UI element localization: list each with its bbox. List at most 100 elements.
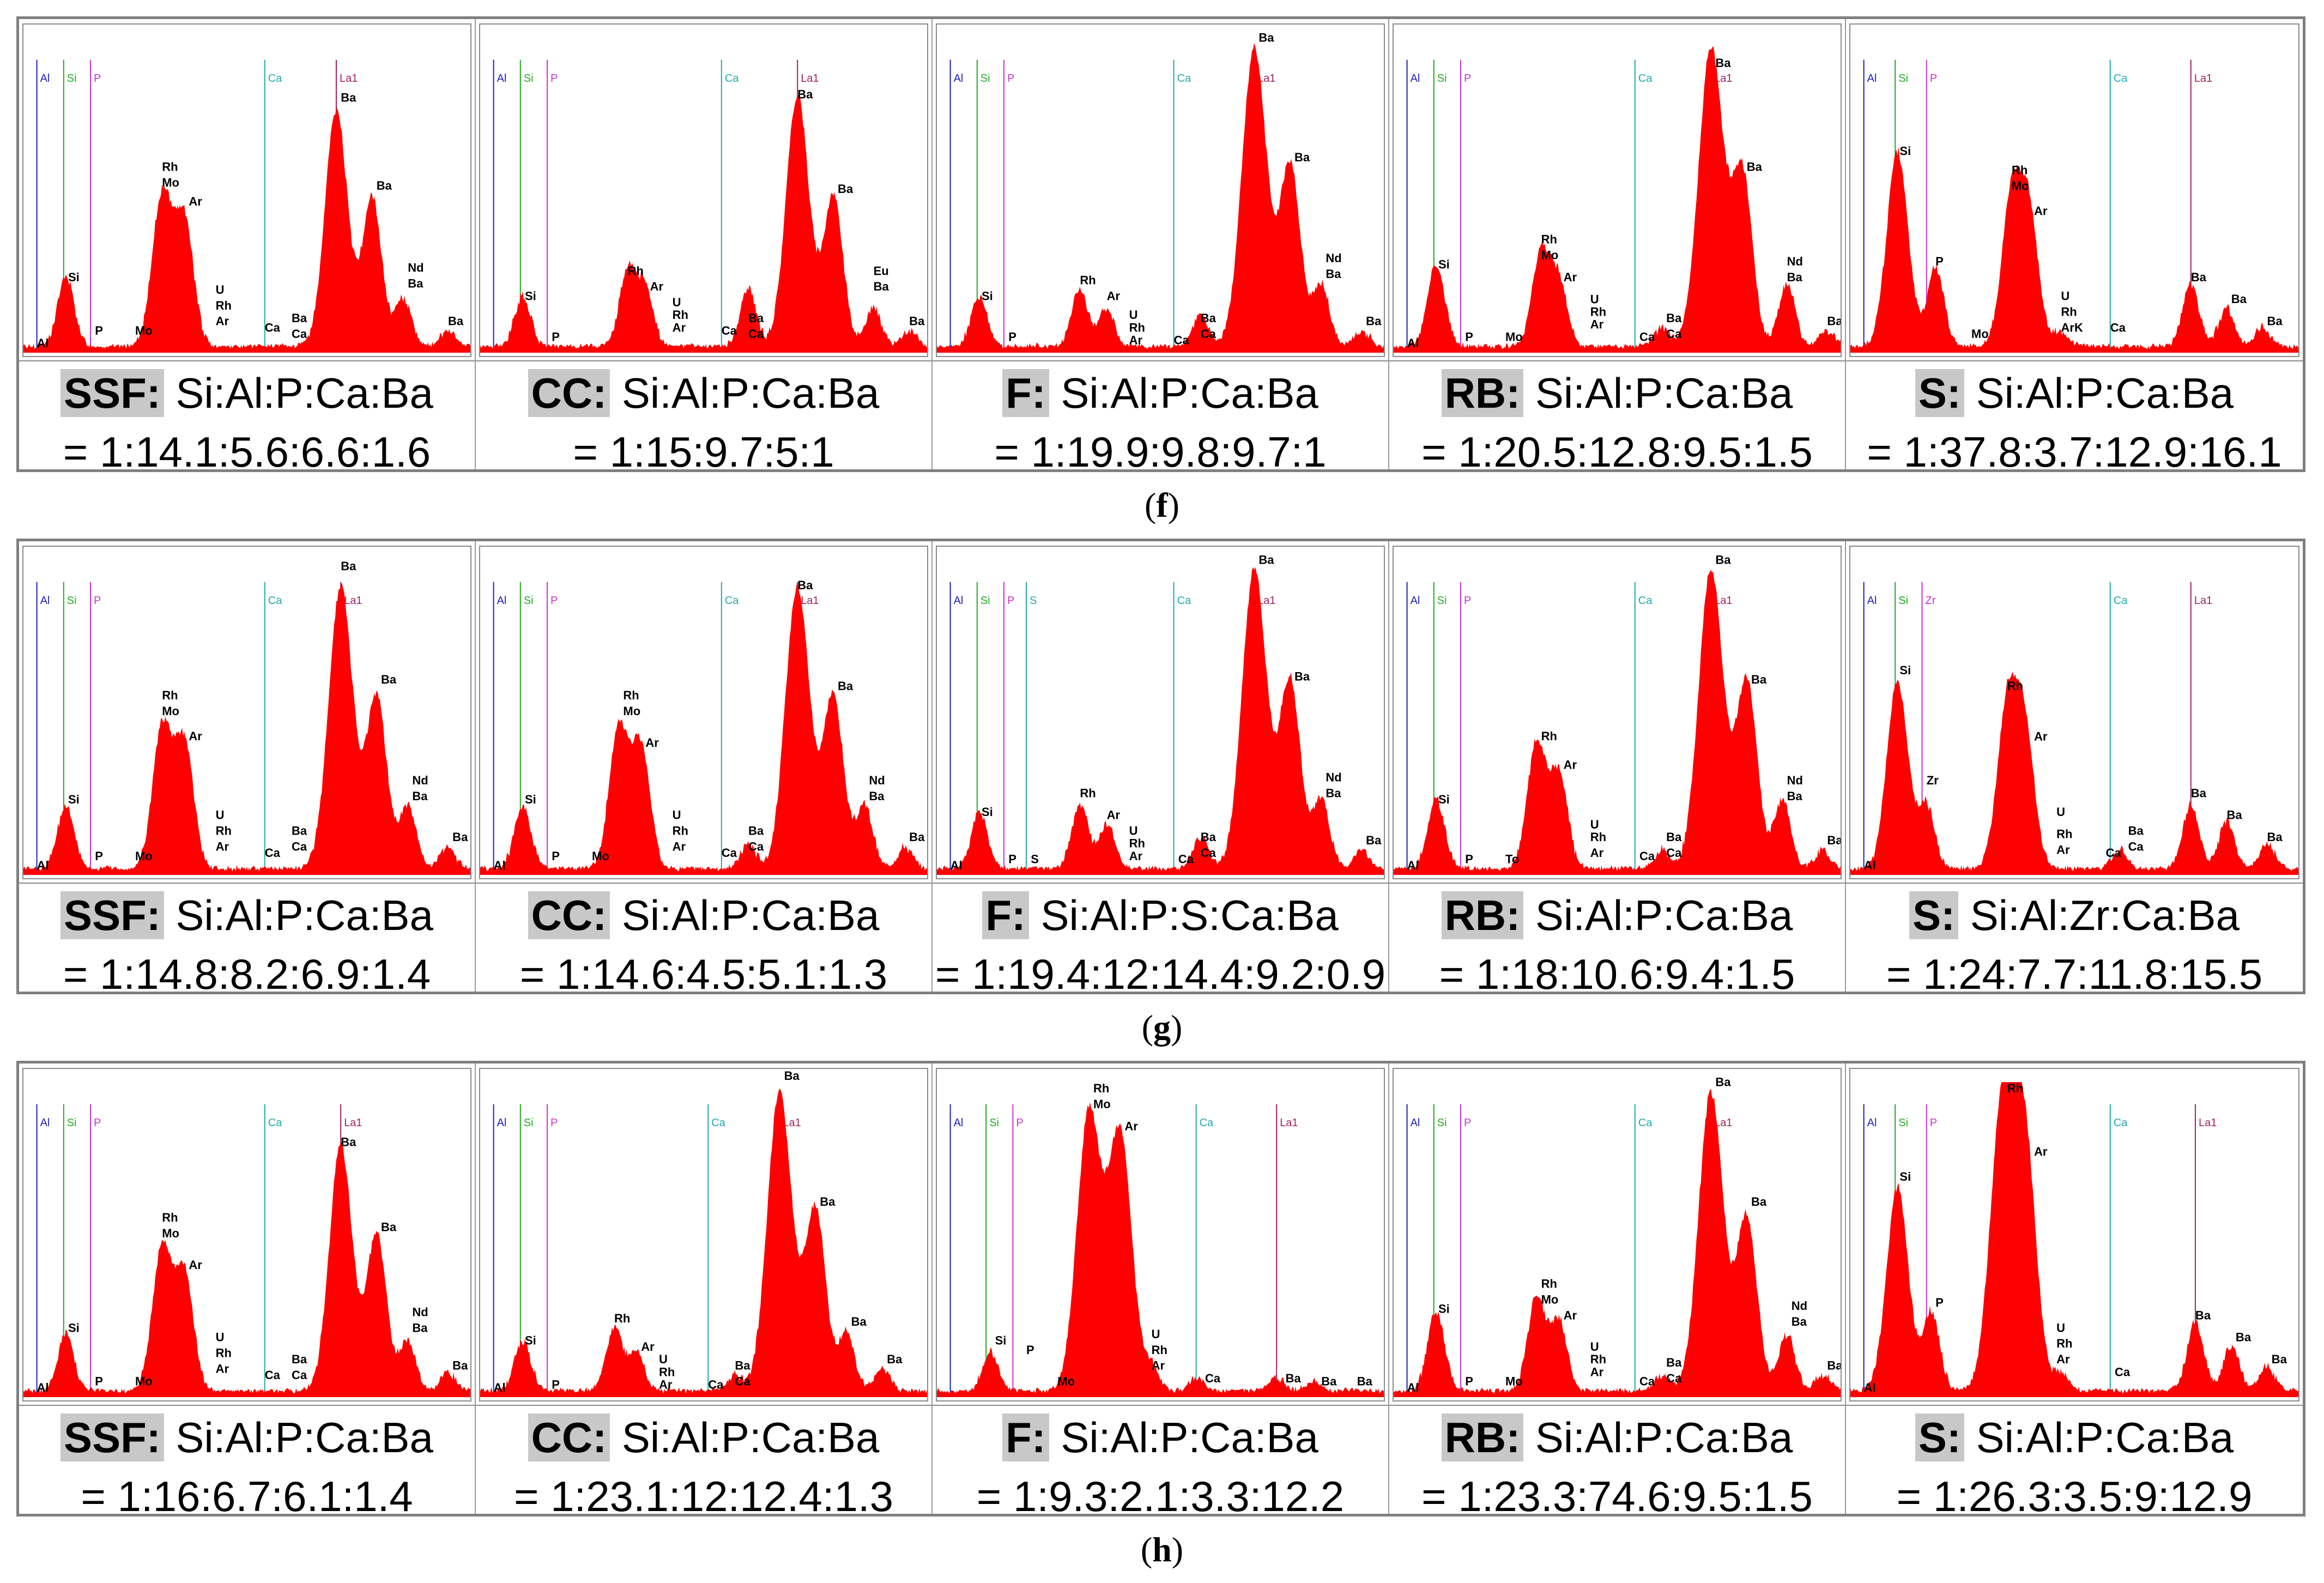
marker-label-la1: La1	[1280, 1117, 1298, 1129]
ratio: = 1:18:10.6:9.4:1.5	[1439, 950, 1795, 998]
peak-label: Nd	[1787, 255, 1803, 268]
peak-label: Ba	[1715, 1076, 1731, 1089]
marker-label-ca: Ca	[2114, 595, 2128, 607]
panel-g-3: Al Si P S Ca La1 Al Si P S Rh Ar U Rh Ar Ca Ba Ca Ba Ba Nd Ba…	[933, 541, 1389, 998]
peak-label: Ar	[2056, 1352, 2070, 1366]
sample-abbr: S:	[1909, 891, 1959, 939]
peak-label: Rh	[614, 1312, 630, 1325]
marker-label-al: Al	[497, 1117, 507, 1129]
spectrum-plot: Al Si P Ca La1 Si P Rh Ar U Rh Ar Ca Ba Ca Ba Ba Eu Ba Ba	[479, 23, 928, 357]
peak-label: P	[1935, 255, 1944, 268]
peak-label: Ca	[2115, 1365, 2131, 1379]
peak-label: Ba	[381, 673, 397, 686]
marker-label-si: Si	[1437, 72, 1447, 84]
peak-label: Ba	[797, 88, 813, 101]
ratio-caption: F: Si:Al:P:Ca:Ba = 1:19.9:9.8:9.7:1	[933, 368, 1388, 478]
peak-label: Ar	[1129, 849, 1143, 863]
marker-label-al: Al	[1411, 1117, 1420, 1129]
sample-abbr: F:	[982, 891, 1029, 939]
panel-g-1: Al Si P Ca La1 Al Si P Mo Rh Mo Ar U Rh Ar Ca Ba Ca Ba Ba Nd…	[19, 541, 476, 998]
peak-label: Ca	[1666, 327, 1682, 341]
marker-label-ca: Ca	[1638, 595, 1653, 607]
peak-label: Si	[1438, 793, 1450, 806]
peak-label: Ba	[2191, 270, 2207, 284]
peak-label: Ca	[1666, 1371, 1682, 1385]
peak-label: Ba	[838, 679, 854, 693]
peak-label: Nd	[1326, 251, 1341, 265]
marker-label-si: Si	[981, 72, 990, 84]
spectrum-area	[23, 108, 470, 353]
marker-label-la1: La1	[344, 1117, 362, 1129]
peak-label: Ba	[1747, 160, 1763, 174]
peak-label: Ba	[2226, 808, 2242, 822]
marker-label-al: Al	[1411, 595, 1420, 607]
peak-label: Ca	[1666, 846, 1682, 860]
sample-abbr: CC:	[528, 891, 610, 939]
peak-label: Ba	[838, 182, 854, 196]
marker-label-al: Al	[40, 595, 50, 607]
spectrum-plot: Al Si Zr Ca La1 Al Si Zr Rh Ar U Rh Ar Ca Ba Ca Ba Ba Ba	[1849, 546, 2299, 879]
peak-label: Al	[494, 859, 506, 872]
peak-label: Ba	[1827, 833, 1841, 847]
peak-label: Ar	[189, 1258, 202, 1272]
peak-label: Ar	[1564, 1308, 1577, 1322]
marker-label-p: P	[1464, 595, 1471, 607]
peak-label: Ar	[189, 729, 202, 743]
marker-label-ca: Ca	[725, 72, 739, 84]
spectrum-plot: Al Si P Ca La1 Al Si P Mo Rh Mo Ar U Rh Ar Ca Ba Ca Ba Ba Nd…	[1393, 23, 1842, 357]
peak-label: Rh	[1590, 830, 1606, 844]
peak-label: Ba	[1366, 315, 1382, 328]
peak-label: P	[1465, 330, 1473, 344]
peak-label: Ba	[1326, 786, 1341, 800]
ratio-caption: F: Si:Al:P:Ca:Ba = 1:9.3:2.1:3.3:12.2	[933, 1412, 1388, 1522]
ratio-caption: CC: Si:Al:P:Ca:Ba = 1:15:9.7:5:1	[476, 368, 931, 478]
panel-h-1: Al Si P Ca La1 Al Si P Mo Rh Mo Ar U Rh Ar Ca Ba Ca Ba Ba Nd…	[19, 1064, 476, 1520]
marker-label-p: P	[1930, 72, 1937, 84]
marker-label-la1: La1	[801, 595, 819, 607]
marker-label-p: P	[1930, 1117, 1937, 1129]
peak-label: U	[1129, 308, 1138, 322]
peak-label: P	[95, 1375, 103, 1388]
peak-label: Al	[37, 336, 49, 350]
peak-label: Ba	[748, 824, 764, 838]
peak-label: Ba	[2236, 1331, 2252, 1344]
peak-label: Ba	[341, 1135, 356, 1149]
marker-label-p: P	[1007, 72, 1014, 84]
peak-label: Rh	[1152, 1343, 1167, 1357]
peak-label: Si	[1899, 1170, 1911, 1183]
peak-label: U	[2061, 289, 2069, 303]
formula: Si:Al:P:Ca:Ba	[1535, 891, 1793, 939]
peak-label: Ca	[1205, 1371, 1221, 1385]
marker-label-si: Si	[524, 72, 534, 84]
spectrum-plot: Al Si P Ca La1 Al Si P Rh Ar U Rh Ar Ca Ba Ca Ba Ba Ba Ba	[479, 1068, 928, 1401]
spectrum-area	[480, 94, 927, 353]
marker-label-ca: Ca	[2114, 72, 2128, 84]
peak-label: Ba	[1787, 270, 1803, 284]
peak-label: Mo	[592, 849, 609, 863]
peak-label: Ba	[1666, 311, 1682, 325]
peak-label: Ba	[292, 824, 307, 838]
formula: Si:Al:Zr:Ca:Ba	[1970, 891, 2240, 939]
peak-label: Ar	[2034, 729, 2048, 743]
peak-label: Rh	[2007, 679, 2023, 693]
marker-label-p: P	[550, 1117, 558, 1129]
subfigure-label-h: (h)	[1140, 1530, 1184, 1569]
marker-label-si: Si	[67, 72, 77, 84]
ratio-caption: S: Si:Al:P:Ca:Ba = 1:37.8:3.7:12.9:16.1	[1846, 368, 2303, 478]
peak-label: Ca	[1201, 327, 1217, 341]
peak-label: Ba	[1201, 311, 1217, 325]
marker-label-al: Al	[954, 595, 964, 607]
peak-label: Ar	[2034, 204, 2048, 217]
marker-label-la1: La1	[344, 595, 362, 607]
peak-label: Nd	[412, 1305, 428, 1319]
ratio: = 1:14.8:8.2:6.9:1.4	[63, 950, 431, 998]
peak-label: U	[2056, 1321, 2065, 1334]
marker-label-al: Al	[954, 1117, 964, 1129]
spectrum-area	[1394, 46, 1841, 353]
ratio: = 1:23.3:74.6:9.5:1.5	[1421, 1472, 1813, 1520]
panel-h-3: Al Si P Ca La1 Si P Mo Rh Mo Ar U Rh Ar Ca Ba Ba Ba F: Si…	[933, 1064, 1389, 1520]
peak-label: Ar	[673, 321, 686, 334]
sample-abbr: CC:	[528, 369, 610, 417]
formula: Si:Al:P:Ca:Ba	[1061, 369, 1318, 417]
ratio: = 1:24:7.7:11.8:15.5	[1886, 950, 2263, 998]
